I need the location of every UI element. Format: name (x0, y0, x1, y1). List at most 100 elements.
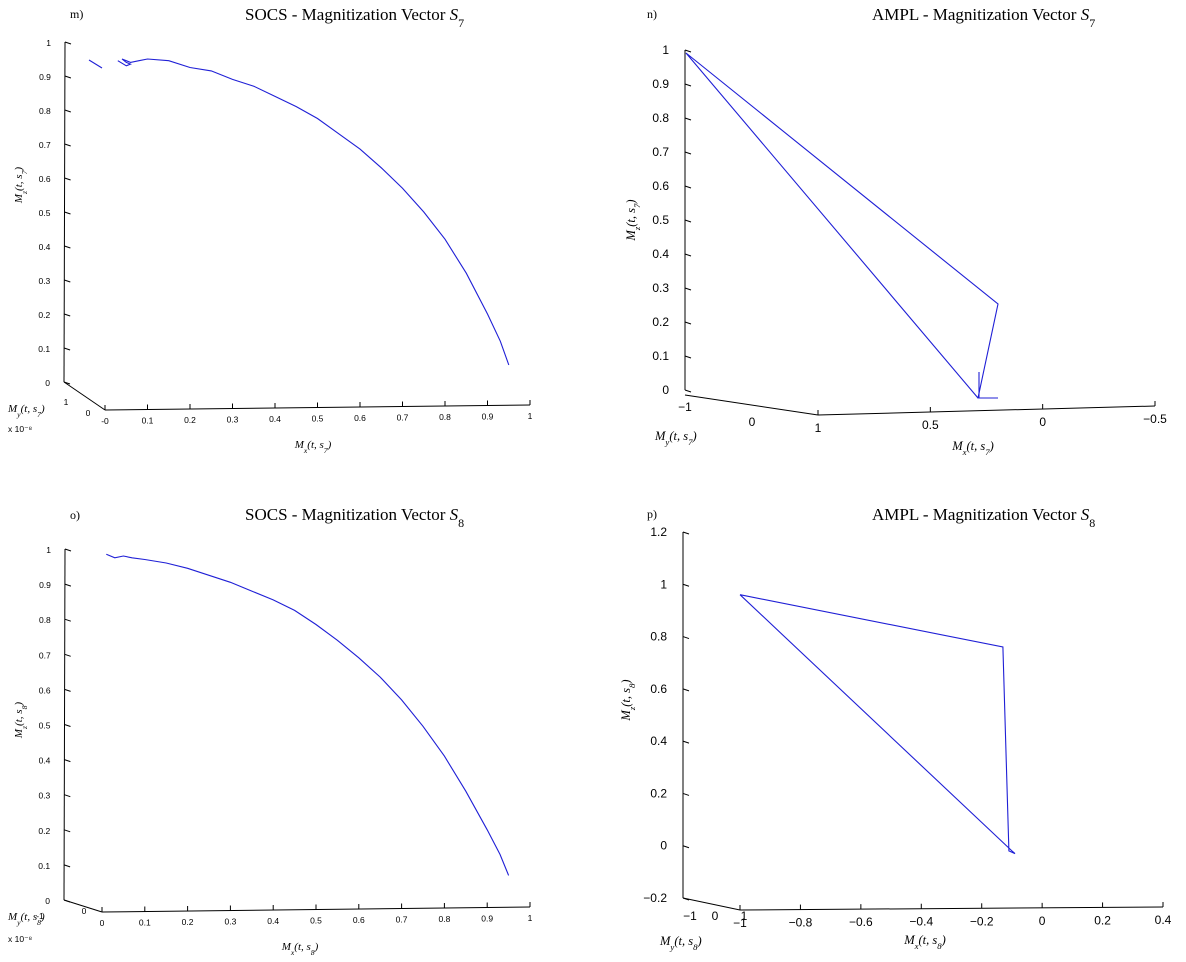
z-tick-mark (64, 548, 72, 552)
z-tick-mark (684, 151, 692, 155)
x-tick-label: 1 (528, 411, 533, 421)
z-tick-label: 0.4 (39, 756, 51, 766)
z-tick-label: 0.4 (39, 242, 51, 252)
panel-letter: n) (647, 7, 657, 21)
y-axis-label: My(t, s8) (7, 911, 45, 927)
panel-letter: m) (70, 7, 83, 21)
z-tick-label: 0.8 (650, 630, 667, 644)
x-tick-label: −0.5 (1143, 412, 1167, 426)
z-tick-label: 0.8 (652, 111, 669, 125)
x-tick-label: 0 (100, 918, 105, 928)
z-tick-mark (684, 355, 692, 359)
y-tick-label: 1 (741, 909, 748, 923)
z-tick-label: 0.6 (652, 179, 669, 193)
y-tick-label: 0 (86, 408, 91, 418)
z-tick-mark (64, 724, 71, 727)
z-tick-mark (64, 109, 71, 113)
z-tick-label: 0.1 (38, 861, 50, 871)
z-tick-label: 0.1 (38, 344, 50, 354)
z-tick-mark (682, 531, 690, 535)
z-tick-label: 0.4 (650, 734, 667, 748)
z-tick-label: 0.7 (652, 145, 669, 159)
x-tick-label: 0.4 (267, 916, 279, 926)
z-tick-label: 1 (660, 577, 667, 591)
x-tick-label: 0.7 (397, 413, 409, 423)
z-tick-mark (682, 636, 690, 640)
z-tick-mark (64, 759, 71, 763)
z-axis-label: Mz(t, s7) (13, 167, 29, 205)
x-tick-label: −0.6 (849, 915, 873, 929)
z-tick-label: 1 (662, 43, 669, 57)
y-tick-label: −1 (678, 400, 692, 414)
x-axis-label: Mx(t, s7) (294, 439, 332, 455)
z-tick-label: 0.5 (39, 721, 51, 731)
z-tick-label: 0.2 (650, 786, 667, 800)
x-tick-label: 0.4 (269, 414, 281, 424)
x-axis-line (739, 906, 1164, 911)
x-axis-label: Mx(t, s8) (281, 941, 319, 957)
z-tick-label: 0.5 (39, 208, 51, 218)
z-tick-label: 0.6 (39, 685, 51, 695)
series-line (106, 553, 510, 876)
x-tick-label: 0.4 (1155, 913, 1172, 927)
chart-panel-p: p) AMPL - Magnitization Vector S8 −0.2 0 0.2… (643, 505, 1171, 930)
x-tick-label: 0.8 (438, 914, 450, 924)
z-tick-label: 0.5 (652, 213, 669, 227)
z-tick-mark (64, 313, 71, 317)
z-tick-label: 0.4 (652, 247, 669, 261)
chart-title: AMPL - Magnitization Vector S7 (872, 5, 1095, 30)
y-tick-label: 0 (82, 906, 87, 916)
z-tick-label: 0.7 (39, 140, 51, 150)
x-tick-label: −1 (733, 916, 747, 930)
z-tick-label: 0.3 (38, 791, 50, 801)
x-tick-label: 0.1 (139, 918, 151, 928)
x-tick-label: 1 (528, 913, 533, 923)
z-tick-label: 0 (45, 896, 50, 906)
z-tick-mark (684, 253, 692, 257)
x-tick-label: 0.7 (396, 915, 408, 925)
z-axis-label: Mz(t, s8) (13, 702, 29, 740)
y-tick-label: −1 (683, 909, 697, 923)
y-axis-line (63, 381, 106, 411)
x-tick-label: -0 (101, 416, 109, 426)
z-tick-mark (684, 185, 692, 189)
z-tick-mark (64, 583, 72, 587)
chart-panel-o: o) SOCS - Magnitization Vector S8 0 0.1 0.2 0… (8, 505, 533, 944)
x-tick-label: 0.6 (353, 915, 365, 925)
x-tick-label: 1 (815, 421, 822, 435)
z-axis-label: Mz(t, s8) (619, 679, 637, 721)
y-tick-label: 0 (749, 415, 756, 429)
x-tick-label: 0.1 (142, 416, 154, 426)
z-tick-mark (64, 245, 71, 249)
x-tick-label: 0 (1039, 914, 1046, 928)
x-tick-label: 0 (1039, 415, 1046, 429)
x-tick-label: 0.9 (481, 914, 493, 924)
x-tick-label: 0.9 (482, 412, 494, 422)
z-tick-mark (64, 794, 71, 798)
x-tick-label: 0.2 (182, 917, 194, 927)
panel-letter: p) (647, 507, 657, 521)
chart-title: SOCS - Magnitization Vector S7 (245, 5, 464, 30)
series-line-segment (88, 59, 103, 69)
z-tick-mark (684, 389, 692, 393)
z-tick-mark (684, 321, 692, 325)
z-tick-label: 0.2 (38, 826, 50, 836)
series-line (685, 52, 999, 400)
y-tick-label: 0 (712, 909, 719, 923)
z-tick-mark (64, 688, 71, 692)
z-tick-label: 0 (660, 839, 667, 853)
z-tick-mark (64, 177, 71, 181)
z-tick-label: −0.2 (643, 891, 667, 905)
y-axis-line (682, 897, 741, 911)
x-tick-label: −0.4 (909, 915, 933, 929)
y-exponent-label: x 10⁻⁸ (8, 424, 33, 434)
z-tick-mark (63, 864, 71, 868)
z-tick-mark (684, 287, 692, 291)
z-tick-label: 1 (46, 38, 51, 48)
z-axis-label: Mz(t, s7) (624, 199, 642, 241)
z-tick-label: 1 (46, 545, 51, 555)
z-tick-label: 0 (662, 383, 669, 397)
x-tick-label: 0.2 (1094, 913, 1111, 927)
y-axis-label: My(t, s7) (654, 429, 697, 447)
